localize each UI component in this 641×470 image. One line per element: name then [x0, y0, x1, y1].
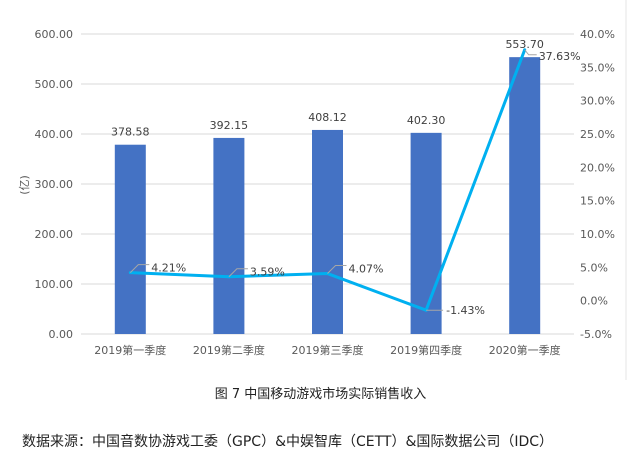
growth-value-label: -1.43%	[446, 304, 485, 317]
combo-chart: 0.00 100.00 200.00 300.00 400.00 500.00 600.00…	[18, 0, 627, 380]
right-tick-label: 15.0%	[580, 195, 615, 208]
right-tick-label: 5.0%	[580, 261, 608, 274]
y-axis-label: (亿)	[18, 175, 31, 195]
bar-value-label: 553.70	[505, 38, 544, 51]
growth-value-label: 3.59%	[250, 266, 285, 279]
right-tick-label: 20.0%	[580, 161, 615, 174]
category-label: 2019第一季度	[94, 343, 166, 357]
label-leader-line	[228, 268, 248, 278]
growth-value-label: 37.63%	[539, 50, 581, 63]
category-label: 2019第三季度	[292, 343, 364, 357]
right-tick-label: 10.0%	[580, 228, 615, 241]
bar	[213, 137, 245, 334]
label-leader-line	[327, 265, 347, 274]
left-tick-label: 100.00	[35, 278, 74, 291]
left-tick-label: 600.00	[35, 28, 74, 41]
label-leader-line	[524, 49, 537, 56]
right-tick-label: 30.0%	[580, 95, 615, 108]
right-tick-label: -5.0%	[580, 328, 612, 341]
right-tick-label: 40.0%	[580, 28, 615, 41]
growth-value-label: 4.07%	[349, 263, 384, 276]
data-source: 数据来源：中国音数协游戏工委（GPC）&中娱智库（CETT）&国际数据公司（ID…	[22, 434, 554, 450]
bar	[114, 144, 146, 334]
figure-caption: 图 7 中国移动游戏市场实际销售收入	[214, 387, 427, 402]
bar	[410, 132, 442, 334]
bar-value-label: 378.58	[111, 126, 150, 139]
category-label: 2019第二季度	[193, 343, 265, 357]
left-tick-label: 200.00	[35, 228, 74, 241]
left-tick-label: 500.00	[35, 78, 74, 91]
bar-value-label: 392.15	[210, 119, 249, 132]
bar-value-label: 402.30	[407, 114, 446, 127]
category-label: 2020第一季度	[489, 343, 561, 357]
category-label: 2019第四季度	[390, 343, 462, 357]
label-leader-line	[129, 264, 150, 273]
bar	[509, 57, 541, 335]
bar-value-label: 408.12	[308, 111, 347, 124]
right-tick-label: 25.0%	[580, 128, 615, 141]
growth-value-label: 4.21%	[151, 262, 186, 275]
left-tick-label: 0.00	[49, 328, 74, 341]
right-tick-label: 35.0%	[580, 61, 615, 74]
left-tick-label: 400.00	[35, 128, 74, 141]
left-tick-label: 300.00	[35, 178, 74, 191]
right-tick-label: 0.0%	[580, 295, 608, 308]
bar	[312, 129, 343, 334]
